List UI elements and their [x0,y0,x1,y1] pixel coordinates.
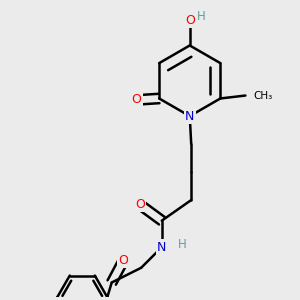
Text: O: O [135,198,145,211]
Text: H: H [178,238,187,251]
Text: O: O [131,93,141,106]
Text: N: N [157,241,167,254]
Text: O: O [185,14,195,27]
Text: O: O [118,254,128,267]
Text: CH₃: CH₃ [254,91,273,100]
Text: N: N [185,110,194,123]
Text: H: H [196,11,205,23]
